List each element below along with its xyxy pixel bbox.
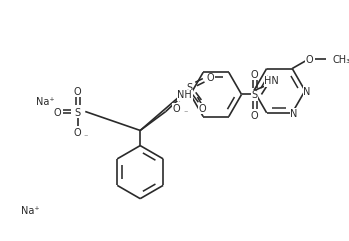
Text: O: O: [199, 104, 207, 114]
Text: ⁻: ⁻: [83, 133, 88, 142]
Text: O: O: [251, 70, 259, 80]
Text: Na⁺: Na⁺: [36, 97, 55, 107]
Text: O: O: [74, 128, 81, 138]
Text: O: O: [251, 111, 259, 121]
Text: S: S: [75, 107, 81, 118]
Text: O: O: [207, 74, 214, 83]
Text: N: N: [290, 109, 298, 119]
Text: NH: NH: [177, 90, 192, 100]
Text: O: O: [53, 107, 61, 118]
Text: O: O: [305, 55, 313, 65]
Text: S: S: [252, 90, 258, 100]
Text: N: N: [303, 87, 311, 97]
Text: S: S: [186, 83, 193, 93]
Text: HN: HN: [265, 76, 279, 86]
Text: CH₃: CH₃: [332, 55, 349, 65]
Text: O: O: [172, 104, 180, 114]
Text: ⁻: ⁻: [184, 108, 188, 117]
Text: Na⁺: Na⁺: [21, 206, 39, 216]
Text: O: O: [74, 87, 81, 97]
